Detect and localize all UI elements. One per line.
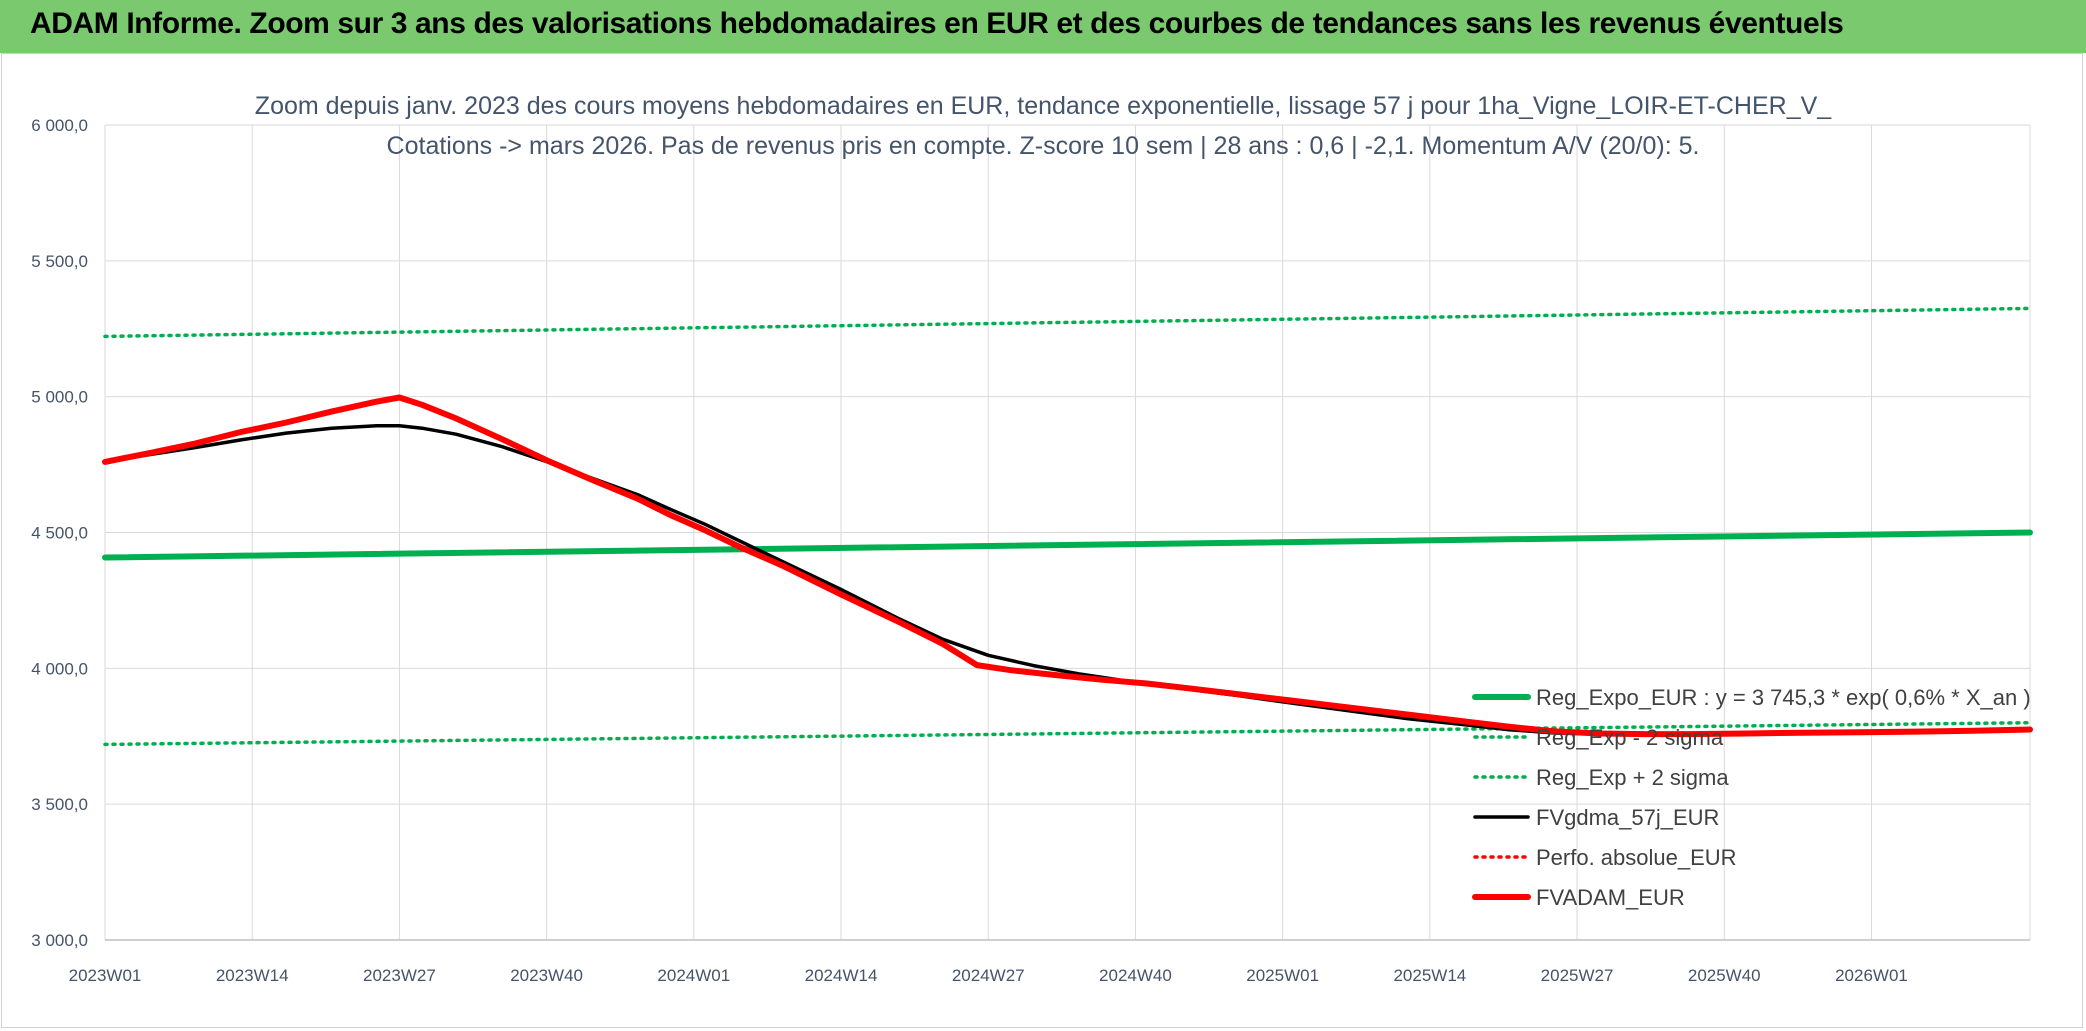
series-line-reg-exp-minus-2-sigma — [103, 720, 2032, 747]
x-tick-label: 2025W01 — [1246, 966, 1319, 985]
x-tick-label: 2024W40 — [1099, 966, 1172, 985]
chart-series — [102, 306, 2033, 747]
x-tick-label: 2025W27 — [1541, 966, 1614, 985]
x-tick-label: 2025W40 — [1688, 966, 1761, 985]
x-tick-label: 2026W01 — [1835, 966, 1908, 985]
chart-subtitle: Cotations -> mars 2026. Pas de revenus p… — [387, 132, 1700, 160]
x-tick-label: 2023W01 — [69, 966, 142, 985]
y-tick-label: 4 000,0 — [31, 659, 88, 678]
series-line-fvadam-eur — [102, 394, 2033, 738]
x-tick-label: 2023W40 — [510, 966, 583, 985]
y-axis-labels: 3 000,0 3 500,0 4 000,0 4 500,0 5 000,0 5 500… — [31, 116, 88, 950]
y-tick-label: 3 000,0 — [31, 931, 88, 950]
x-axis-labels: 2023W01 2023W14 2023W27 2023W40 2024W01 2024W… — [69, 966, 1908, 985]
legend-label-reg-exp-plus-2-sigma: Reg_Exp + 2 sigma — [1536, 765, 1729, 790]
chart-grid — [104, 124, 2031, 941]
y-tick-label: 5 000,0 — [31, 388, 88, 407]
chart-frame — [1, 53, 2083, 1028]
report-title: ADAM Informe. Zoom sur 3 ans des valoris… — [30, 7, 1844, 40]
x-tick-label: 2024W01 — [657, 966, 730, 985]
legend-label-fvadam-eur: FVADAM_EUR — [1536, 885, 1685, 910]
report-banner: ADAM Informe. Zoom sur 3 ans des valoris… — [0, 0, 2086, 53]
y-tick-label: 6 000,0 — [31, 116, 88, 135]
legend-label-perfo-absolue-eur: Perfo. absolue_EUR — [1536, 845, 1737, 870]
legend-label-reg-exp-minus-2-sigma: Reg_Exp - 2 sigma — [1536, 725, 1724, 750]
x-tick-label: 2023W27 — [363, 966, 436, 985]
x-tick-label: 2024W27 — [952, 966, 1025, 985]
x-tick-label: 2024W14 — [805, 966, 878, 985]
series-line-reg-exp-plus-2-sigma — [103, 306, 2032, 339]
series-line-reg-expo-eur — [102, 529, 2033, 561]
legend-label-fvgdma-57j-eur: FVgdma_57j_EUR — [1536, 805, 1719, 830]
x-tick-label: 2025W14 — [1393, 966, 1466, 985]
chart-legend: Reg_Expo_EUR : y = 3 745,3 * exp( 0,6% *… — [1472, 685, 2031, 910]
y-tick-label: 5 500,0 — [31, 252, 88, 271]
legend-label-reg-expo-eur: Reg_Expo_EUR : y = 3 745,3 * exp( 0,6% *… — [1536, 685, 2031, 710]
y-tick-label: 3 500,0 — [31, 795, 88, 814]
y-tick-label: 4 500,0 — [31, 524, 88, 543]
chart-title: Zoom depuis janv. 2023 des cours moyens … — [255, 92, 1832, 120]
x-tick-label: 2023W14 — [216, 966, 289, 985]
